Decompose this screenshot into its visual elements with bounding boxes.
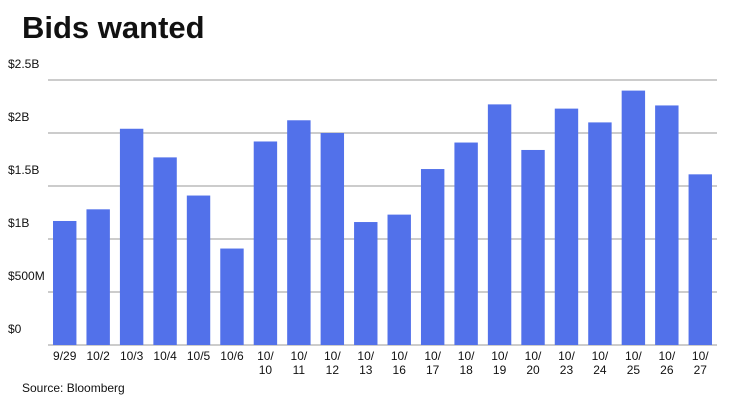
bar	[220, 248, 244, 345]
x-tick-label: 10/20	[525, 349, 542, 377]
y-tick-label: $2.5B	[8, 57, 39, 71]
bar	[119, 128, 144, 345]
bar	[387, 214, 411, 345]
x-tick-label: 9/29	[53, 349, 77, 363]
x-tick-label: 10/3	[120, 349, 144, 363]
chart-title: Bids wanted	[22, 10, 205, 45]
x-tick-label: 10/11	[291, 349, 308, 377]
bar	[655, 105, 679, 345]
bar	[186, 195, 211, 345]
source-note: Source: Bloomberg	[22, 381, 125, 395]
y-tick-label: $500M	[8, 269, 45, 283]
y-tick-label: $0	[8, 322, 22, 336]
x-tick-label: 10/10	[257, 349, 274, 377]
x-tick-label: 10/24	[592, 349, 609, 377]
x-tick-label: 10/17	[424, 349, 441, 377]
bar	[320, 133, 345, 345]
bar	[487, 104, 512, 345]
x-tick-label: 10/12	[324, 349, 341, 377]
bar	[621, 90, 646, 345]
bar	[554, 108, 579, 346]
y-tick-label: $2B	[8, 110, 29, 124]
bar	[688, 174, 712, 345]
x-tick-label: 10/16	[391, 349, 408, 377]
bar	[253, 141, 278, 345]
x-tick-label: 10/4	[153, 349, 177, 363]
x-tick-label: 10/19	[491, 349, 508, 377]
bar	[521, 149, 545, 345]
x-tick-label: 10/27	[692, 349, 709, 377]
bar	[454, 142, 478, 345]
x-tick-label: 10/6	[220, 349, 244, 363]
y-tick-label: $1.5B	[8, 163, 39, 177]
x-tick-label: 10/13	[357, 349, 374, 377]
bar	[53, 220, 77, 345]
x-tick-label: 10/18	[458, 349, 475, 377]
x-tick-label: 10/25	[625, 349, 642, 377]
x-tick-label: 10/2	[86, 349, 110, 363]
x-tick-label: 10/26	[658, 349, 675, 377]
x-tick-label: 10/5	[187, 349, 211, 363]
bar	[588, 122, 612, 346]
bar	[420, 169, 445, 345]
bar	[354, 222, 378, 345]
bar	[153, 157, 177, 345]
bar	[86, 209, 110, 345]
bar	[287, 120, 311, 345]
y-tick-label: $1B	[8, 216, 29, 230]
x-tick-label: 10/23	[558, 349, 575, 377]
